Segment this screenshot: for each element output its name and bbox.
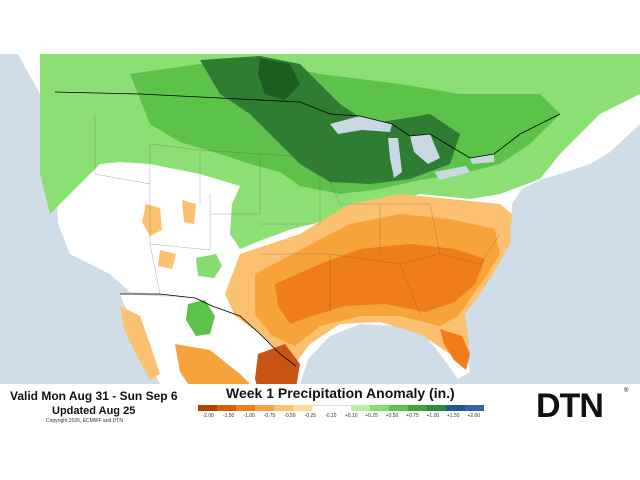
wet-patch-rockies: [196, 254, 222, 278]
us-mexico-border: [120, 293, 297, 367]
legend-tick-label: +0.25: [365, 413, 378, 419]
legend-tick-label: -2.00: [202, 413, 214, 419]
legend-swatch: [388, 405, 408, 411]
legend-tick-label: +0.50: [385, 413, 399, 419]
legend-tick-label: +0.75: [406, 413, 419, 419]
dry-area-strong: [275, 244, 485, 324]
legend-color-bar: [198, 405, 484, 412]
legend-swatch: [464, 405, 484, 411]
legend-tick-labels: -2.00 -1.50 -1.00 -0.75 -0.50 -0.25 -0.10 +0.10…: [198, 413, 484, 421]
legend-tick-label: +0.10: [344, 413, 358, 419]
copyright-label: Copyright 2026, ECMWF and DTN: [46, 418, 123, 424]
registered-mark: ®: [624, 388, 629, 394]
precipitation-anomaly-map: [0, 54, 640, 426]
legend-tick-label: +1.50: [446, 413, 460, 419]
dry-area-baja: [120, 306, 160, 380]
wet-area-darkest: [258, 58, 300, 100]
dry-patch-west-1: [142, 204, 162, 236]
legend-swatch: [369, 405, 389, 411]
legend-swatch: [217, 405, 237, 411]
dry-area-florida: [440, 329, 470, 370]
valid-range-label: Valid Mon Aug 31 - Sun Sep 6: [10, 389, 178, 403]
updated-label: Updated Aug 25: [52, 405, 136, 417]
legend-swatch: [274, 405, 294, 411]
state-borders: [94, 114, 501, 315]
legend-swatch: [255, 405, 275, 411]
map-footer: Valid Mon Aug 31 - Sun Sep 6 Updated Aug…: [0, 384, 640, 426]
legend-tick-label: -0.10: [325, 413, 337, 419]
legend-swatch: [426, 405, 446, 411]
legend-swatch: [293, 405, 313, 411]
lake-huron: [410, 134, 440, 164]
dry-patch-west-3: [182, 200, 196, 224]
legend-title: Week 1 Precipitation Anomaly (in.): [226, 385, 455, 401]
legend-swatch: [236, 405, 256, 411]
wet-patch-southwest: [186, 300, 215, 336]
map-canvas: [0, 54, 640, 426]
dtn-logo: DTN: [536, 387, 604, 425]
legend-swatch: [312, 405, 332, 412]
legend-tick-label: -1.00: [243, 413, 255, 419]
lake-erie: [434, 166, 470, 180]
legend-tick-label: -0.25: [304, 413, 317, 419]
legend-swatch: [331, 405, 351, 412]
legend-swatch: [445, 405, 465, 411]
legend-swatch: [350, 405, 370, 411]
legend-tick-label: +2.00: [467, 413, 481, 419]
dry-patch-west-2: [158, 250, 176, 269]
lake-michigan: [388, 138, 402, 178]
legend-swatch: [198, 405, 218, 411]
legend-tick-label: +1.00: [426, 413, 440, 419]
legend-swatch: [407, 405, 427, 411]
legend-tick-label: -1.50: [222, 413, 235, 419]
lake-ontario: [470, 154, 494, 164]
legend-tick-label: -0.75: [263, 413, 276, 419]
legend-tick-label: -0.50: [284, 413, 296, 419]
us-canada-border: [54, 91, 561, 159]
